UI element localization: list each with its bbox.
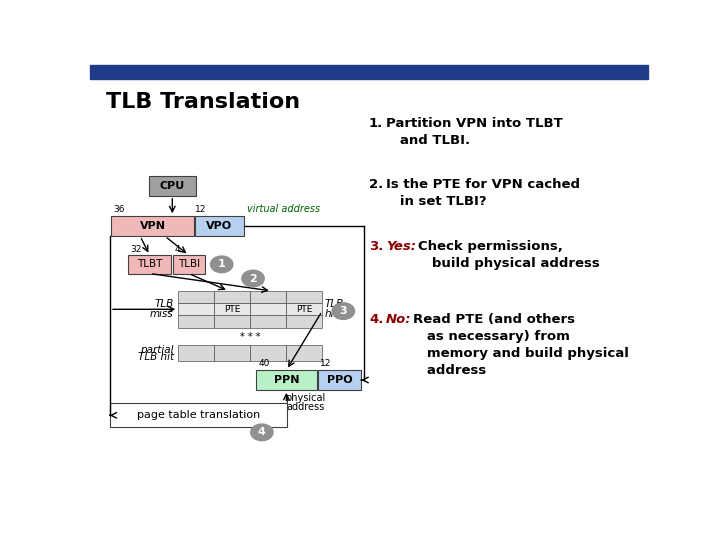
Circle shape [251, 424, 273, 441]
Bar [109, 403, 287, 427]
Bar [90, 65, 648, 79]
Text: PPN: PPN [274, 375, 300, 385]
Text: PTE: PTE [296, 305, 312, 314]
Bar [111, 216, 194, 236]
Text: 1.: 1. [369, 117, 383, 130]
Text: 12: 12 [195, 206, 206, 214]
Bar [214, 291, 250, 303]
Bar [286, 345, 322, 361]
Text: TLBT: TLBT [137, 259, 163, 269]
Bar [178, 315, 214, 328]
Bar [178, 291, 214, 303]
Text: TLB Translation: TLB Translation [106, 92, 300, 112]
Bar [250, 291, 286, 303]
Bar [256, 370, 317, 390]
Bar [214, 315, 250, 328]
Text: TLB: TLB [325, 299, 344, 309]
Text: virtual address: virtual address [248, 204, 320, 214]
Text: PTE: PTE [224, 305, 240, 314]
Bar [173, 255, 205, 274]
Text: Is the PTE for VPN cached
   in set TLBI?: Is the PTE for VPN cached in set TLBI? [386, 178, 580, 208]
Text: 3: 3 [340, 306, 347, 316]
Text: TLB: TLB [155, 299, 174, 309]
Bar [128, 255, 171, 274]
Bar [286, 291, 322, 303]
Text: Read PTE (and others
   as necessary) from
   memory and build physical
   addre: Read PTE (and others as necessary) from … [413, 313, 629, 376]
Text: 40: 40 [258, 359, 270, 368]
Bar [250, 345, 286, 361]
Text: hit: hit [325, 309, 338, 319]
Circle shape [242, 270, 264, 287]
Bar [286, 303, 322, 315]
Text: TLB hit: TLB hit [138, 352, 174, 362]
Text: Check permissions,
   build physical address: Check permissions, build physical addres… [418, 240, 600, 270]
Bar [214, 303, 250, 315]
Bar [250, 303, 286, 315]
Text: 1: 1 [218, 259, 225, 269]
Text: 12: 12 [320, 359, 331, 368]
Bar [178, 303, 214, 315]
Bar [250, 315, 286, 328]
Text: address: address [287, 402, 325, 413]
Text: page table translation: page table translation [137, 410, 260, 420]
Text: 2: 2 [249, 274, 257, 284]
Text: partial: partial [140, 345, 174, 355]
Bar [286, 315, 322, 328]
Text: VPO: VPO [207, 221, 233, 231]
Text: PPO: PPO [327, 375, 352, 385]
Text: * * *: * * * [240, 332, 261, 342]
Text: VPN: VPN [140, 221, 166, 231]
Text: 36: 36 [114, 206, 125, 214]
Text: 4: 4 [175, 245, 181, 254]
Bar [318, 370, 361, 390]
Text: CPU: CPU [160, 181, 185, 191]
Text: 2.: 2. [369, 178, 383, 191]
Text: 32: 32 [130, 245, 142, 254]
Text: Partition VPN into TLBT
   and TLBI.: Partition VPN into TLBT and TLBI. [386, 117, 562, 147]
Text: physical: physical [285, 393, 325, 403]
Text: 4.: 4. [369, 313, 383, 326]
Bar [148, 176, 196, 196]
Circle shape [332, 303, 354, 320]
Circle shape [210, 256, 233, 273]
Text: Yes:: Yes: [386, 240, 415, 253]
Bar [214, 345, 250, 361]
Text: miss: miss [150, 309, 174, 319]
Text: 3.: 3. [369, 240, 383, 253]
Bar [195, 216, 244, 236]
Bar [178, 345, 214, 361]
Text: TLBI: TLBI [178, 259, 200, 269]
Text: No:: No: [386, 313, 411, 326]
Text: 4: 4 [258, 427, 266, 437]
